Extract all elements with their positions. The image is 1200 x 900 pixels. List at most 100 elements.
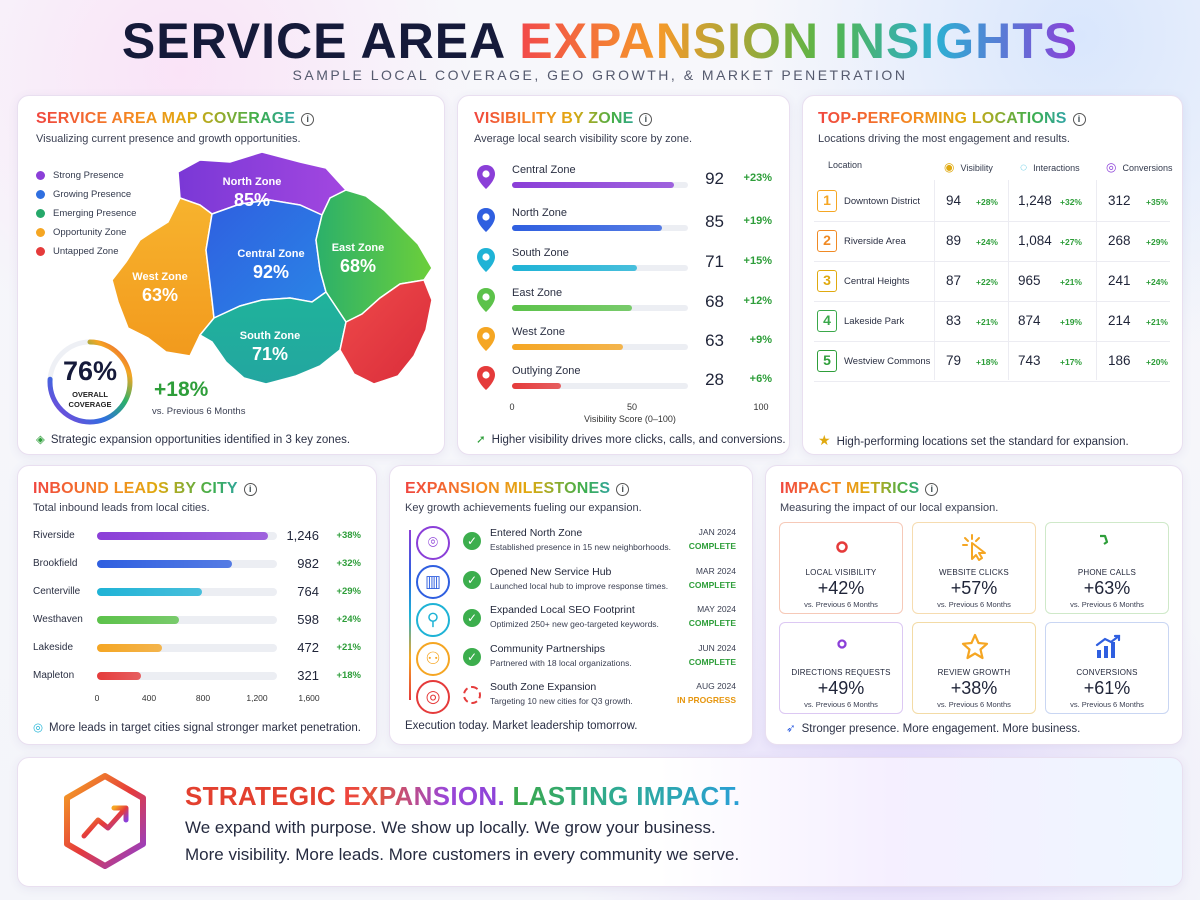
top-locations-title: TOP-PERFORMING LOCATIONS i <box>818 110 1086 128</box>
impact-comparison: vs. Previous 6 Months <box>937 600 1011 609</box>
milestone-status: COMPLETE <box>688 579 736 590</box>
table-row[interactable]: 3 Central Heights 87 +22% 965 +21% 241 +24% <box>814 262 1170 302</box>
milestone-title: Opened New Service Hub <box>490 565 612 578</box>
map-zone-south[interactable] <box>198 290 347 385</box>
lead-row[interactable]: Lakeside 472 +21% <box>33 640 363 668</box>
legend-label: Strong Presence <box>53 170 124 181</box>
column-header-conversions[interactable]: ◎ Conversions <box>1106 160 1173 174</box>
info-icon[interactable]: i <box>616 483 630 496</box>
milestone-status: COMPLETE <box>688 541 736 551</box>
location-name: Lakeside Park <box>844 316 905 327</box>
banner-title-part: STRATEGIC <box>185 781 344 811</box>
progress-circle-icon <box>463 686 481 704</box>
lead-delta: +38% <box>336 530 361 541</box>
visibility-row[interactable]: South Zone 71 +15% <box>474 247 774 287</box>
info-icon[interactable]: i <box>243 483 257 496</box>
lead-row[interactable]: Centerville 764 +29% <box>33 584 363 612</box>
table-row[interactable]: 2 Riverside Area 89 +24% 1,084 +27% 268 +29% <box>814 222 1170 262</box>
impact-comparison: vs. Previous 6 Months <box>1070 600 1144 609</box>
conversions-delta: +29% <box>1146 237 1168 247</box>
map-zone-southeast[interactable] <box>339 279 433 385</box>
lead-bar <box>97 532 268 540</box>
info-icon[interactable]: i <box>925 483 939 496</box>
interactions-delta: +17% <box>1060 357 1082 367</box>
legend-swatch <box>36 190 45 199</box>
lead-bar-track <box>97 560 277 568</box>
top-locations-subtitle: Locations driving the most engagement an… <box>818 133 1070 145</box>
impact-label: DIRECTIONS REQUESTS <box>791 668 891 677</box>
visibility-zone-name: Central Zone <box>512 164 576 176</box>
milestone-item[interactable]: ⚇ ✓ Community Partnerships Partnered with 1… <box>404 640 744 678</box>
table-row[interactable]: 5 Westview Commons 79 +18% 743 +17% 186 +20% <box>814 342 1170 382</box>
lead-row[interactable]: Mapleton 321 +18% <box>33 668 363 696</box>
inbound-leads-footer-text: More leads in target cities signal stron… <box>49 722 361 734</box>
info-icon[interactable]: i <box>301 113 315 126</box>
visibility-bar-track <box>512 305 688 311</box>
lead-count: 982 <box>297 556 319 571</box>
visibility-zone-name: Outlying Zone <box>512 365 581 377</box>
info-icon[interactable]: i <box>639 113 653 126</box>
map-pin-icon <box>476 287 496 313</box>
milestones-title: EXPANSION MILESTONES i <box>405 480 630 498</box>
banner-line-1: We expand with purpose. We show up local… <box>185 818 716 837</box>
visibility-row[interactable]: Outlying Zone 28 +6% <box>474 365 774 405</box>
visibility-row[interactable]: East Zone 68 +12% <box>474 287 774 327</box>
impact-value: +42% <box>817 578 865 598</box>
milestone-date: MAR 2024 <box>695 565 736 576</box>
table-row[interactable]: 4 Lakeside Park 83 +21% 874 +19% 214 +21% <box>814 302 1170 342</box>
city-name: Lakeside <box>33 642 74 653</box>
banner-title-part: LASTING IMPACT. <box>512 781 741 811</box>
eye-icon: ◉ <box>944 160 955 174</box>
info-icon[interactable]: i <box>1072 113 1086 126</box>
visibility-zone-name: South Zone <box>512 247 569 259</box>
column-header-visibility[interactable]: ◉ Visibility <box>944 160 993 174</box>
lead-row[interactable]: Riverside 1,246 +38% <box>33 528 363 556</box>
column-header-location[interactable]: Location <box>828 160 863 170</box>
visibility-row[interactable]: West Zone 63 +9% <box>474 326 774 366</box>
impact-tile[interactable]: WEBSITE CLICKS +57% vs. Previous 6 Months <box>912 522 1036 614</box>
visibility-row[interactable]: North Zone 85 +19% <box>474 207 774 247</box>
interactions-value: 874 <box>1018 313 1041 328</box>
lead-count: 598 <box>297 612 319 627</box>
leads-axis-tick: 400 <box>141 693 157 703</box>
impact-metrics-title-text: IMPACT METRICS <box>780 480 920 497</box>
impact-tile[interactable]: REVIEW GROWTH +38% vs. Previous 6 Months <box>912 622 1036 714</box>
lead-row[interactable]: Westhaven 598 +24% <box>33 612 363 640</box>
impact-tile[interactable]: DIRECTIONS REQUESTS +49% vs. Previous 6 Mo… <box>779 622 903 714</box>
map-pin-icon <box>476 247 496 273</box>
column-header-interactions[interactable]: ◌ Interactions <box>1020 160 1080 174</box>
lead-count: 764 <box>297 584 319 599</box>
conversions-value: 214 <box>1108 313 1131 328</box>
visibility-delta: +28% <box>976 197 998 207</box>
legend-label: Growing Presence <box>53 189 132 200</box>
impact-tile[interactable]: LOCAL VISIBILITY +42% vs. Previous 6 Month… <box>779 522 903 614</box>
conversions-value: 241 <box>1108 273 1131 288</box>
lead-delta: +29% <box>336 586 361 597</box>
milestone-status: IN PROGRESS <box>676 695 736 705</box>
milestone-item[interactable]: ⌾ ✓ Entered North Zone Established presence… <box>404 524 744 562</box>
phone-icon <box>1093 533 1123 561</box>
impact-tile[interactable]: CONVERSIONS +61% vs. Previous 6 Months <box>1045 622 1169 714</box>
cursor-click-icon <box>960 533 990 561</box>
milestone-item[interactable]: ⚲ ✓ Expanded Local SEO Footprint Optimized … <box>404 601 744 639</box>
visibility-score: 71 <box>705 252 724 271</box>
lead-row[interactable]: Brookfield 982 +32% <box>33 556 363 584</box>
map-pin-icon: ⌾ <box>416 526 450 560</box>
city-name: Riverside <box>33 530 75 541</box>
milestone-item[interactable]: ▥ ✓ Opened New Service Hub Launched local h… <box>404 563 744 601</box>
milestone-description: Partnered with 18 local organizations. <box>490 657 632 668</box>
visibility-row[interactable]: Central Zone 92 +23% <box>474 164 774 204</box>
impact-tile[interactable]: PHONE CALLS +63% vs. Previous 6 Months <box>1045 522 1169 614</box>
milestone-item[interactable]: ◎ South Zone Expansion Targeting 10 new ci… <box>404 678 744 716</box>
visibility-score: 68 <box>705 292 724 311</box>
impact-value: +61% <box>1083 678 1131 698</box>
interactions-delta: +27% <box>1060 237 1082 247</box>
zone-name: South Zone <box>239 330 301 342</box>
table-row[interactable]: 1 Downtown District 94 +28% 1,248 +32% 312 +35% <box>814 182 1170 222</box>
column-header-conversions-text: Conversions <box>1122 163 1173 173</box>
chat-bubble-icon: ◌ <box>1020 160 1028 174</box>
city-name: Mapleton <box>33 670 75 681</box>
lead-bar <box>97 588 202 596</box>
top-locations-footer-text: High-performing locations set the standa… <box>836 436 1129 448</box>
